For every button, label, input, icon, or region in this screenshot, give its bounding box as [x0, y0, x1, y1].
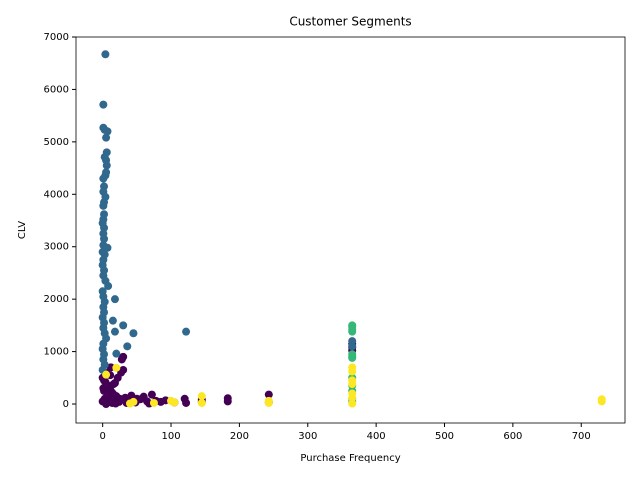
point [99, 384, 108, 393]
point [264, 390, 273, 399]
y-tick-label: 7000 [44, 32, 69, 43]
point [147, 390, 156, 399]
point [348, 342, 357, 351]
point [102, 370, 111, 379]
point [264, 398, 273, 407]
plot-frame [75, 36, 626, 424]
point [103, 392, 112, 401]
point [348, 380, 357, 389]
y-tick-label: 1000 [44, 347, 69, 358]
point [126, 399, 135, 408]
y-tick-label: 2000 [44, 294, 69, 305]
point [348, 353, 357, 362]
y-tick-label: 4000 [44, 189, 69, 200]
point [102, 148, 111, 157]
point [129, 329, 138, 338]
point [119, 321, 128, 330]
point [149, 398, 158, 407]
point [597, 397, 606, 406]
y-tick-label: 0 [63, 399, 69, 410]
x-tick-label: 200 [230, 431, 249, 442]
x-tick-label: 500 [435, 431, 454, 442]
point [107, 398, 116, 407]
y-tick-label: 3000 [44, 242, 69, 253]
point [348, 367, 357, 376]
x-tick-label: 300 [298, 431, 317, 442]
x-tick-label: 0 [99, 431, 105, 442]
point [102, 161, 111, 170]
point [223, 397, 232, 406]
point [182, 398, 191, 407]
chart-title: Customer Segments [289, 15, 411, 29]
point [348, 327, 357, 336]
point [348, 393, 357, 402]
x-axis-label: Purchase Frequency [300, 453, 400, 464]
point [197, 392, 206, 401]
point [112, 363, 121, 372]
point [182, 327, 191, 336]
point [170, 398, 179, 407]
x-tick-label: 100 [161, 431, 180, 442]
point [348, 399, 357, 408]
point [99, 174, 108, 183]
point [99, 100, 108, 109]
x-tick-label: 600 [503, 431, 522, 442]
y-tick-label: 6000 [44, 84, 69, 95]
point [115, 397, 124, 406]
point [101, 50, 110, 59]
y-axis-label: CLV [17, 221, 28, 239]
point [104, 282, 113, 291]
y-tick-label: 5000 [44, 137, 69, 148]
point [119, 352, 128, 361]
point [103, 127, 112, 136]
point [108, 316, 117, 325]
point [110, 295, 119, 304]
point [123, 342, 132, 351]
point [110, 327, 119, 336]
point [102, 133, 111, 142]
x-tick-label: 400 [367, 431, 386, 442]
point [101, 377, 110, 386]
point [99, 201, 108, 210]
point [109, 380, 118, 389]
point [112, 349, 121, 358]
x-tick-label: 700 [572, 431, 591, 442]
point [197, 398, 206, 407]
point [100, 234, 109, 243]
